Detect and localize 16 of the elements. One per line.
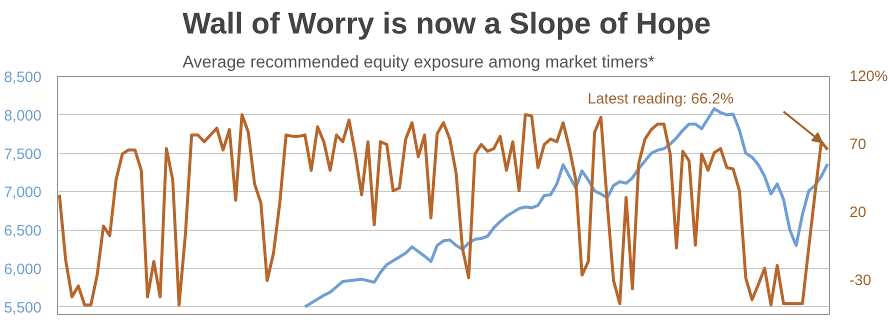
chart-title: Wall of Worry is now a Slope of Hope xyxy=(182,8,711,40)
y-tick-label: 8,000 xyxy=(4,107,42,124)
y2-tick-label: -30 xyxy=(850,272,872,289)
y2-tick-label: 20 xyxy=(850,204,866,221)
y2-tick-label: 70 xyxy=(850,136,866,153)
chart-subtitle: Average recommended equity exposure among market timers* xyxy=(182,52,656,72)
y2-tick-label: 120% xyxy=(850,68,888,85)
annotation: Latest reading: 66.2% xyxy=(588,90,734,108)
y-tick-label: 5,500 xyxy=(4,299,42,316)
y-tick-label: 7,500 xyxy=(4,146,42,163)
line-series xyxy=(58,113,830,306)
y-tick-label: 6,000 xyxy=(4,260,42,278)
y-tick-label: 8,500 xyxy=(4,69,42,86)
y-tick-label: 6,500 xyxy=(4,222,42,240)
y-tick-label: 7,000 xyxy=(4,184,42,202)
line-series xyxy=(303,107,830,308)
